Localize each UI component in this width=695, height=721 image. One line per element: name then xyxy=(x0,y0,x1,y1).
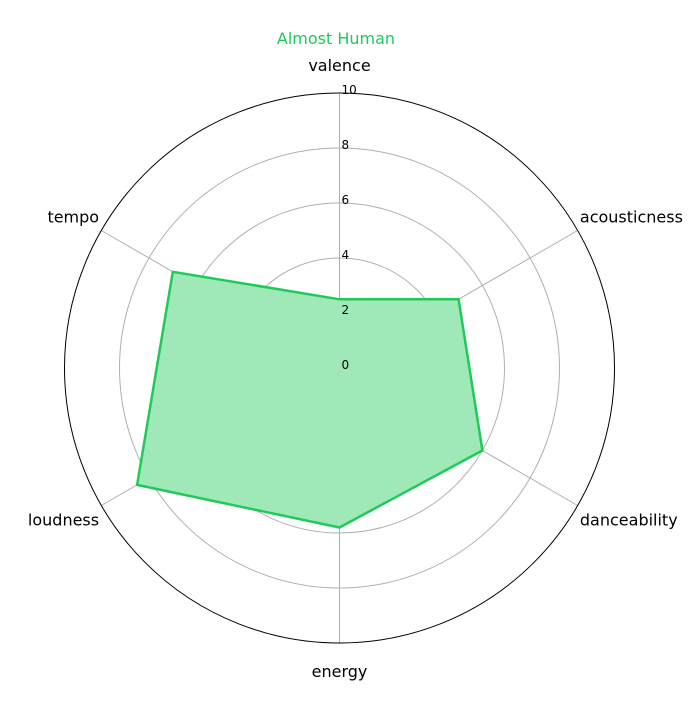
axis-label-valence: valence xyxy=(308,56,370,75)
chart-title: Almost Human xyxy=(277,29,395,48)
radial-tick-label: 4 xyxy=(342,248,350,262)
radial-tick-label: 8 xyxy=(342,138,350,152)
axis-label-loudness: loudness xyxy=(28,511,99,530)
series-area xyxy=(137,271,483,528)
radial-tick-label: 0 xyxy=(342,358,350,372)
radar-series xyxy=(135,270,484,529)
radial-tick-label: 2 xyxy=(342,303,350,317)
radial-tick-label: 10 xyxy=(342,83,357,97)
axis-label-tempo: tempo xyxy=(47,208,99,227)
axis-label-danceability: danceability xyxy=(580,511,678,530)
axis-label-acousticness: acousticness xyxy=(580,208,683,227)
axis-label-energy: energy xyxy=(312,662,368,681)
radial-tick-label: 6 xyxy=(342,193,350,207)
radar-labels: 0 2 4 6 8 10 valence acousticness danceability en… xyxy=(28,56,683,681)
outer-frame xyxy=(64,92,615,644)
